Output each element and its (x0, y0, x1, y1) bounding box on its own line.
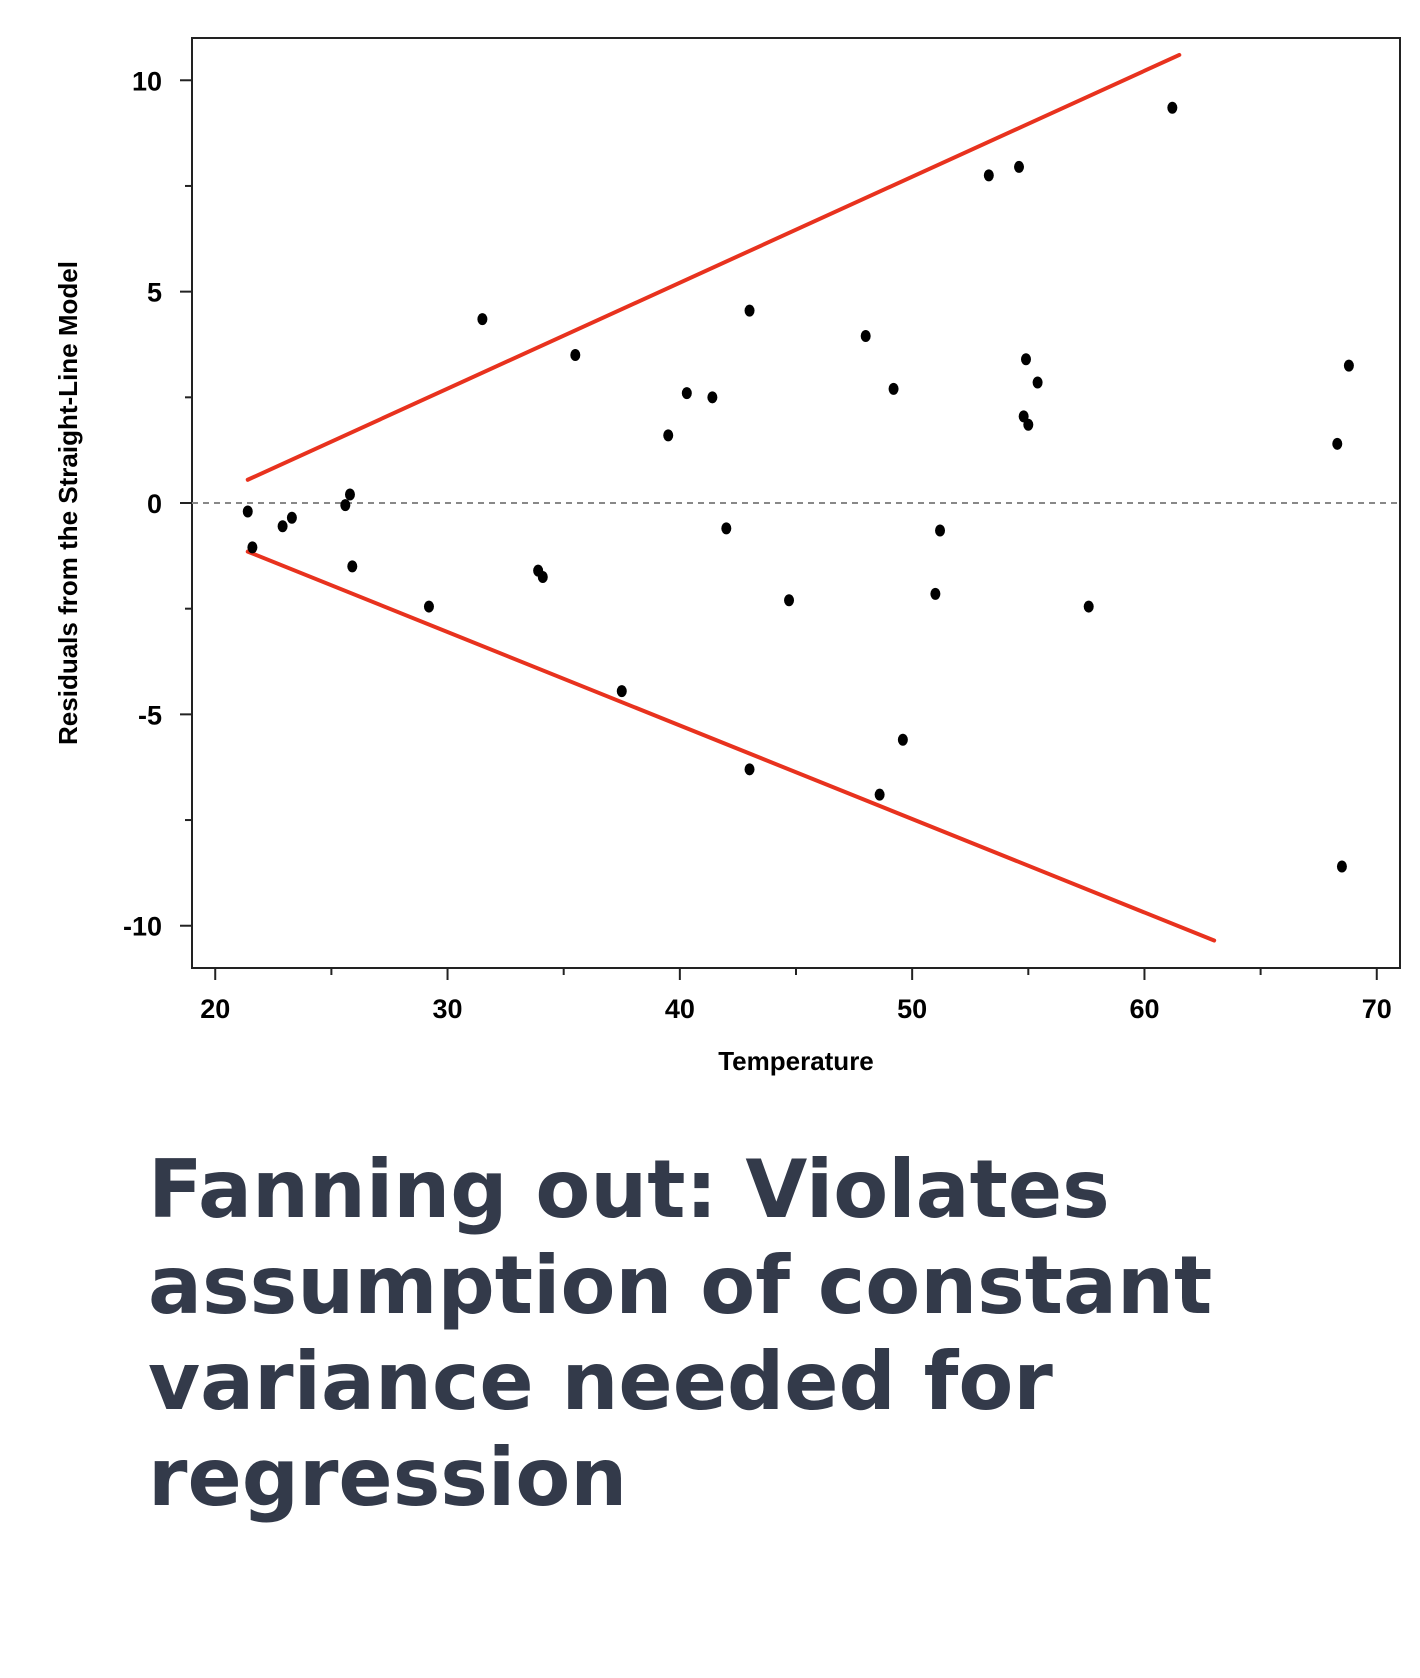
y-tick-label: 10 (132, 66, 162, 96)
data-point (721, 522, 732, 535)
data-point (874, 788, 885, 801)
data-point (477, 313, 488, 326)
x-tick-label: 60 (1129, 994, 1159, 1024)
y-axis-title: Residuals from the Straight-Line Model (53, 261, 83, 745)
data-point (1336, 860, 1347, 873)
y-tick-label: 0 (147, 489, 162, 519)
x-tick-label: 30 (433, 994, 463, 1024)
data-point (1023, 418, 1034, 431)
upper-envelope-line (245, 52, 1182, 482)
data-point (744, 763, 755, 776)
data-point (247, 541, 258, 554)
data-point (860, 330, 871, 343)
data-point (888, 382, 899, 395)
data-point (1083, 600, 1094, 613)
data-point (707, 391, 718, 404)
lower-envelope-line (245, 549, 1217, 943)
residual-plot: 20 30 40 50 60 70 -10 -5 0 5 10 Temperature Resid… (53, 37, 1401, 1076)
data-point (784, 594, 795, 607)
data-point (1032, 376, 1043, 389)
slide-caption: Fanning out: Violates assumption of cons… (148, 1143, 1213, 1524)
data-point (1018, 410, 1029, 423)
data-point (277, 520, 288, 533)
x-axis: 20 30 40 50 60 70 (200, 968, 1392, 1024)
data-point (681, 387, 692, 400)
data-point (347, 560, 358, 573)
data-point (935, 524, 946, 537)
data-point (286, 511, 297, 524)
data-point (537, 570, 548, 583)
data-point (570, 349, 581, 362)
data-point (344, 488, 355, 501)
data-point (663, 429, 674, 442)
data-point (242, 505, 253, 518)
data-point (1020, 353, 1031, 366)
data-point (1343, 359, 1354, 372)
data-point (340, 499, 351, 512)
x-tick-label: 40 (665, 994, 695, 1024)
data-point (983, 169, 994, 182)
data-point (616, 685, 627, 698)
y-axis: -10 -5 0 5 10 (123, 66, 192, 942)
x-tick-label: 20 (200, 994, 230, 1024)
data-points (242, 101, 1354, 873)
data-point (1014, 160, 1025, 173)
data-point (744, 304, 755, 317)
x-axis-title: Temperature (718, 1046, 874, 1076)
y-tick-label: -10 (123, 912, 162, 942)
y-tick-label: -5 (138, 700, 162, 730)
data-point (423, 600, 434, 613)
data-point (1167, 101, 1178, 114)
data-point (930, 587, 941, 600)
x-tick-label: 70 (1362, 994, 1392, 1024)
data-point (897, 733, 908, 746)
data-point (1332, 437, 1343, 450)
y-tick-label: 5 (147, 278, 162, 308)
x-tick-label: 50 (897, 994, 927, 1024)
envelope-lines (245, 52, 1217, 943)
